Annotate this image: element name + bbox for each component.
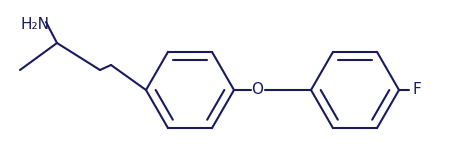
Text: H₂N: H₂N bbox=[20, 17, 49, 32]
Text: O: O bbox=[251, 82, 263, 98]
Text: F: F bbox=[412, 82, 421, 98]
